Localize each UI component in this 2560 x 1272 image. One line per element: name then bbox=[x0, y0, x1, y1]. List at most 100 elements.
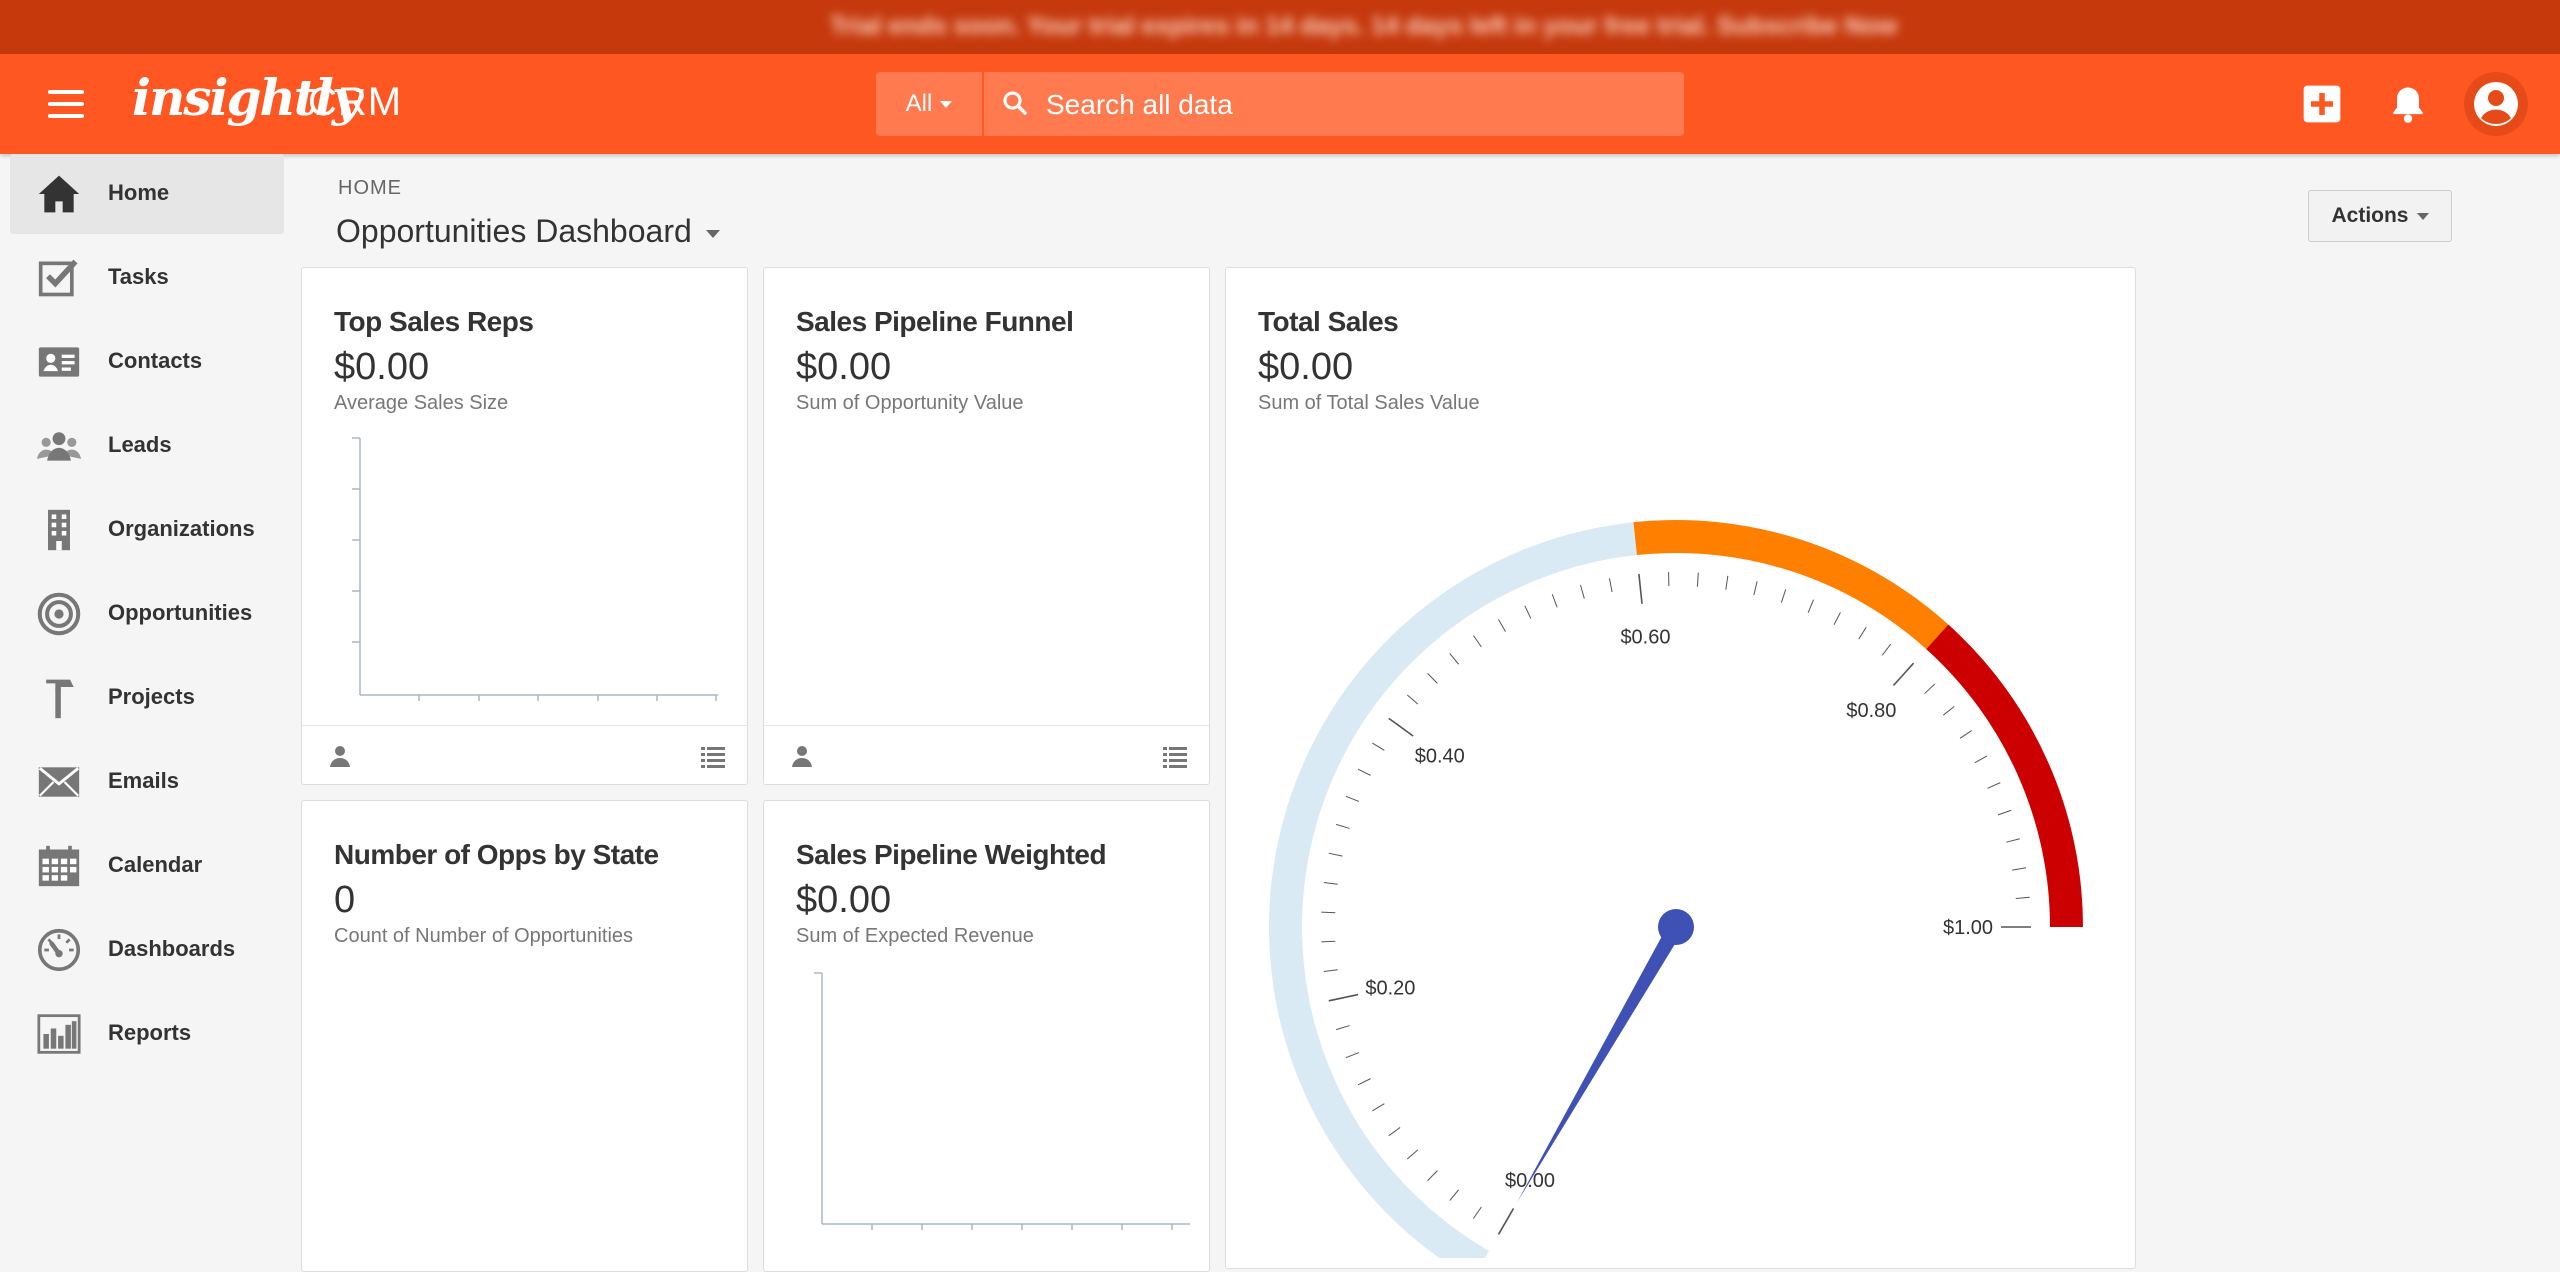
gauge-tick bbox=[2012, 868, 2026, 870]
user-icon[interactable] bbox=[790, 744, 814, 768]
chevron-down-icon bbox=[706, 230, 720, 238]
gauge-tick bbox=[1346, 1053, 1359, 1058]
gauge-tick bbox=[1321, 912, 1335, 913]
projects-icon bbox=[36, 676, 82, 720]
sidebar-item-leads[interactable]: Leads bbox=[10, 406, 284, 486]
gauge-tick bbox=[1329, 995, 1358, 1001]
bell-icon[interactable] bbox=[2386, 82, 2430, 126]
emails-icon bbox=[36, 760, 82, 804]
sidebar-item-label: Dashboards bbox=[108, 936, 235, 962]
gauge-tick bbox=[1754, 581, 1757, 595]
gauge-tick bbox=[1943, 706, 1954, 715]
sidebar-item-dashboards[interactable]: Dashboards bbox=[10, 910, 284, 990]
search-scope-dropdown[interactable]: All bbox=[876, 72, 984, 136]
gauge-tick bbox=[1428, 673, 1438, 683]
page-title-dropdown[interactable]: Opportunities Dashboard bbox=[336, 213, 720, 250]
sidebar-item-label: Projects bbox=[108, 684, 195, 710]
sidebar-item-organizations[interactable]: Organizations bbox=[10, 490, 284, 570]
card-title: Top Sales Reps bbox=[334, 306, 533, 338]
sidebar-item-tasks[interactable]: Tasks bbox=[10, 238, 284, 318]
sidebar-item-home[interactable]: Home bbox=[10, 154, 284, 234]
gauge-tick bbox=[1407, 1150, 1418, 1159]
trial-banner: Trial ends soon. Your trial expires in 1… bbox=[0, 0, 2560, 54]
sidebar-item-label: Emails bbox=[108, 768, 179, 794]
sidebar-nav: Home Tasks Contacts Leads bbox=[0, 154, 290, 1248]
card-subtitle: Sum of Expected Revenue bbox=[796, 925, 1034, 948]
card-sales-pipeline-funnel: Sales Pipeline Funnel $0.00 Sum of Oppor… bbox=[763, 267, 1210, 785]
sidebar-item-projects[interactable]: Projects bbox=[10, 658, 284, 738]
sidebar-item-emails[interactable]: Emails bbox=[10, 742, 284, 822]
gauge-tick bbox=[1346, 796, 1359, 801]
gauge-tick bbox=[1499, 620, 1506, 632]
gauge-tick bbox=[1882, 644, 1890, 655]
sidebar-item-label: Home bbox=[108, 180, 169, 206]
home-icon bbox=[36, 172, 82, 216]
sidebar-item-label: Calendar bbox=[108, 852, 202, 878]
sidebar-item-calendar[interactable]: Calendar bbox=[10, 826, 284, 906]
gauge-tick bbox=[1525, 606, 1531, 619]
user-icon[interactable] bbox=[328, 744, 352, 768]
gauge-tick bbox=[1893, 663, 1913, 685]
dashboards-icon bbox=[36, 928, 82, 972]
gauge-tick bbox=[1697, 573, 1698, 587]
gauge-tick bbox=[1358, 1079, 1371, 1085]
list-view-icon[interactable] bbox=[701, 746, 725, 768]
list-view-icon[interactable] bbox=[1163, 746, 1187, 768]
gauge-tick bbox=[2016, 897, 2030, 898]
gauge-tick bbox=[1389, 1127, 1400, 1135]
contacts-icon bbox=[36, 340, 82, 384]
sidebar-item-reports[interactable]: Reports bbox=[10, 994, 284, 1074]
card-subtitle: Count of Number of Opportunities bbox=[334, 925, 633, 948]
card-sales-pipeline-weighted: Sales Pipeline Weighted $0.00 Sum of Exp… bbox=[763, 800, 1210, 1272]
sidebar-item-label: Organizations bbox=[108, 516, 255, 542]
sidebar-item-contacts[interactable]: Contacts bbox=[10, 322, 284, 402]
gauge-tick bbox=[1781, 589, 1785, 602]
gauge-tick bbox=[1372, 1104, 1384, 1111]
user-account-icon[interactable] bbox=[2464, 72, 2528, 136]
trial-banner-text: Trial ends soon. Your trial expires in 1… bbox=[830, 12, 1898, 41]
gauge-tick bbox=[1324, 970, 1338, 972]
global-search: All bbox=[876, 72, 1684, 136]
card-value: $0.00 bbox=[796, 879, 891, 922]
card-subtitle: Average Sales Size bbox=[334, 392, 508, 415]
gauge-tick-label: $0.20 bbox=[1365, 978, 1415, 1000]
card-opps-by-state: Number of Opps by State 0 Count of Numbe… bbox=[301, 800, 748, 1272]
gauge-tick bbox=[1859, 627, 1867, 639]
gauge-tick bbox=[1988, 783, 2001, 789]
card-title: Sales Pipeline Funnel bbox=[796, 306, 1073, 338]
breadcrumb[interactable]: HOME bbox=[338, 177, 402, 200]
card-footer bbox=[764, 725, 1209, 784]
gauge-tick bbox=[1473, 635, 1481, 646]
gauge-tick bbox=[1499, 1208, 1514, 1234]
sidebar-item-label: Opportunities bbox=[108, 600, 252, 626]
card-value: $0.00 bbox=[796, 346, 891, 389]
sidebar-item-label: Leads bbox=[108, 432, 172, 458]
search-scope-label: All bbox=[906, 90, 933, 118]
gauge-tick bbox=[1552, 594, 1557, 607]
gauge-needle bbox=[1517, 923, 1683, 1202]
chevron-down-icon bbox=[2417, 213, 2429, 220]
gauge-tick bbox=[1581, 585, 1585, 598]
gauge-tick bbox=[1975, 756, 1987, 763]
opportunities-icon bbox=[36, 592, 82, 636]
gauge-tick-label: $0.40 bbox=[1415, 745, 1465, 767]
total-sales-gauge: $0.00$0.20$0.40$0.60$0.80$1.00 bbox=[1226, 268, 2135, 1258]
sidebar-item-label: Tasks bbox=[108, 264, 169, 290]
gauge-tick bbox=[1389, 718, 1413, 736]
card-subtitle: Sum of Opportunity Value bbox=[796, 392, 1024, 415]
card-title: Number of Opps by State bbox=[334, 839, 659, 871]
card-footer bbox=[302, 725, 747, 784]
menu-icon[interactable] bbox=[48, 90, 84, 118]
search-icon bbox=[1000, 88, 1030, 118]
gauge-tick bbox=[1321, 941, 1335, 942]
search-input[interactable] bbox=[1044, 72, 1668, 138]
gauge-needle-pivot bbox=[1658, 909, 1694, 945]
gauge-tick bbox=[1834, 612, 1840, 624]
top-header: insightly CRM All bbox=[0, 54, 2560, 154]
add-icon[interactable] bbox=[2300, 82, 2344, 126]
gauge-tick bbox=[1998, 810, 2011, 815]
sidebar-item-opportunities[interactable]: Opportunities bbox=[10, 574, 284, 654]
actions-button[interactable]: Actions bbox=[2308, 190, 2452, 242]
tasks-icon bbox=[36, 256, 82, 300]
gauge-tick bbox=[1609, 578, 1612, 592]
